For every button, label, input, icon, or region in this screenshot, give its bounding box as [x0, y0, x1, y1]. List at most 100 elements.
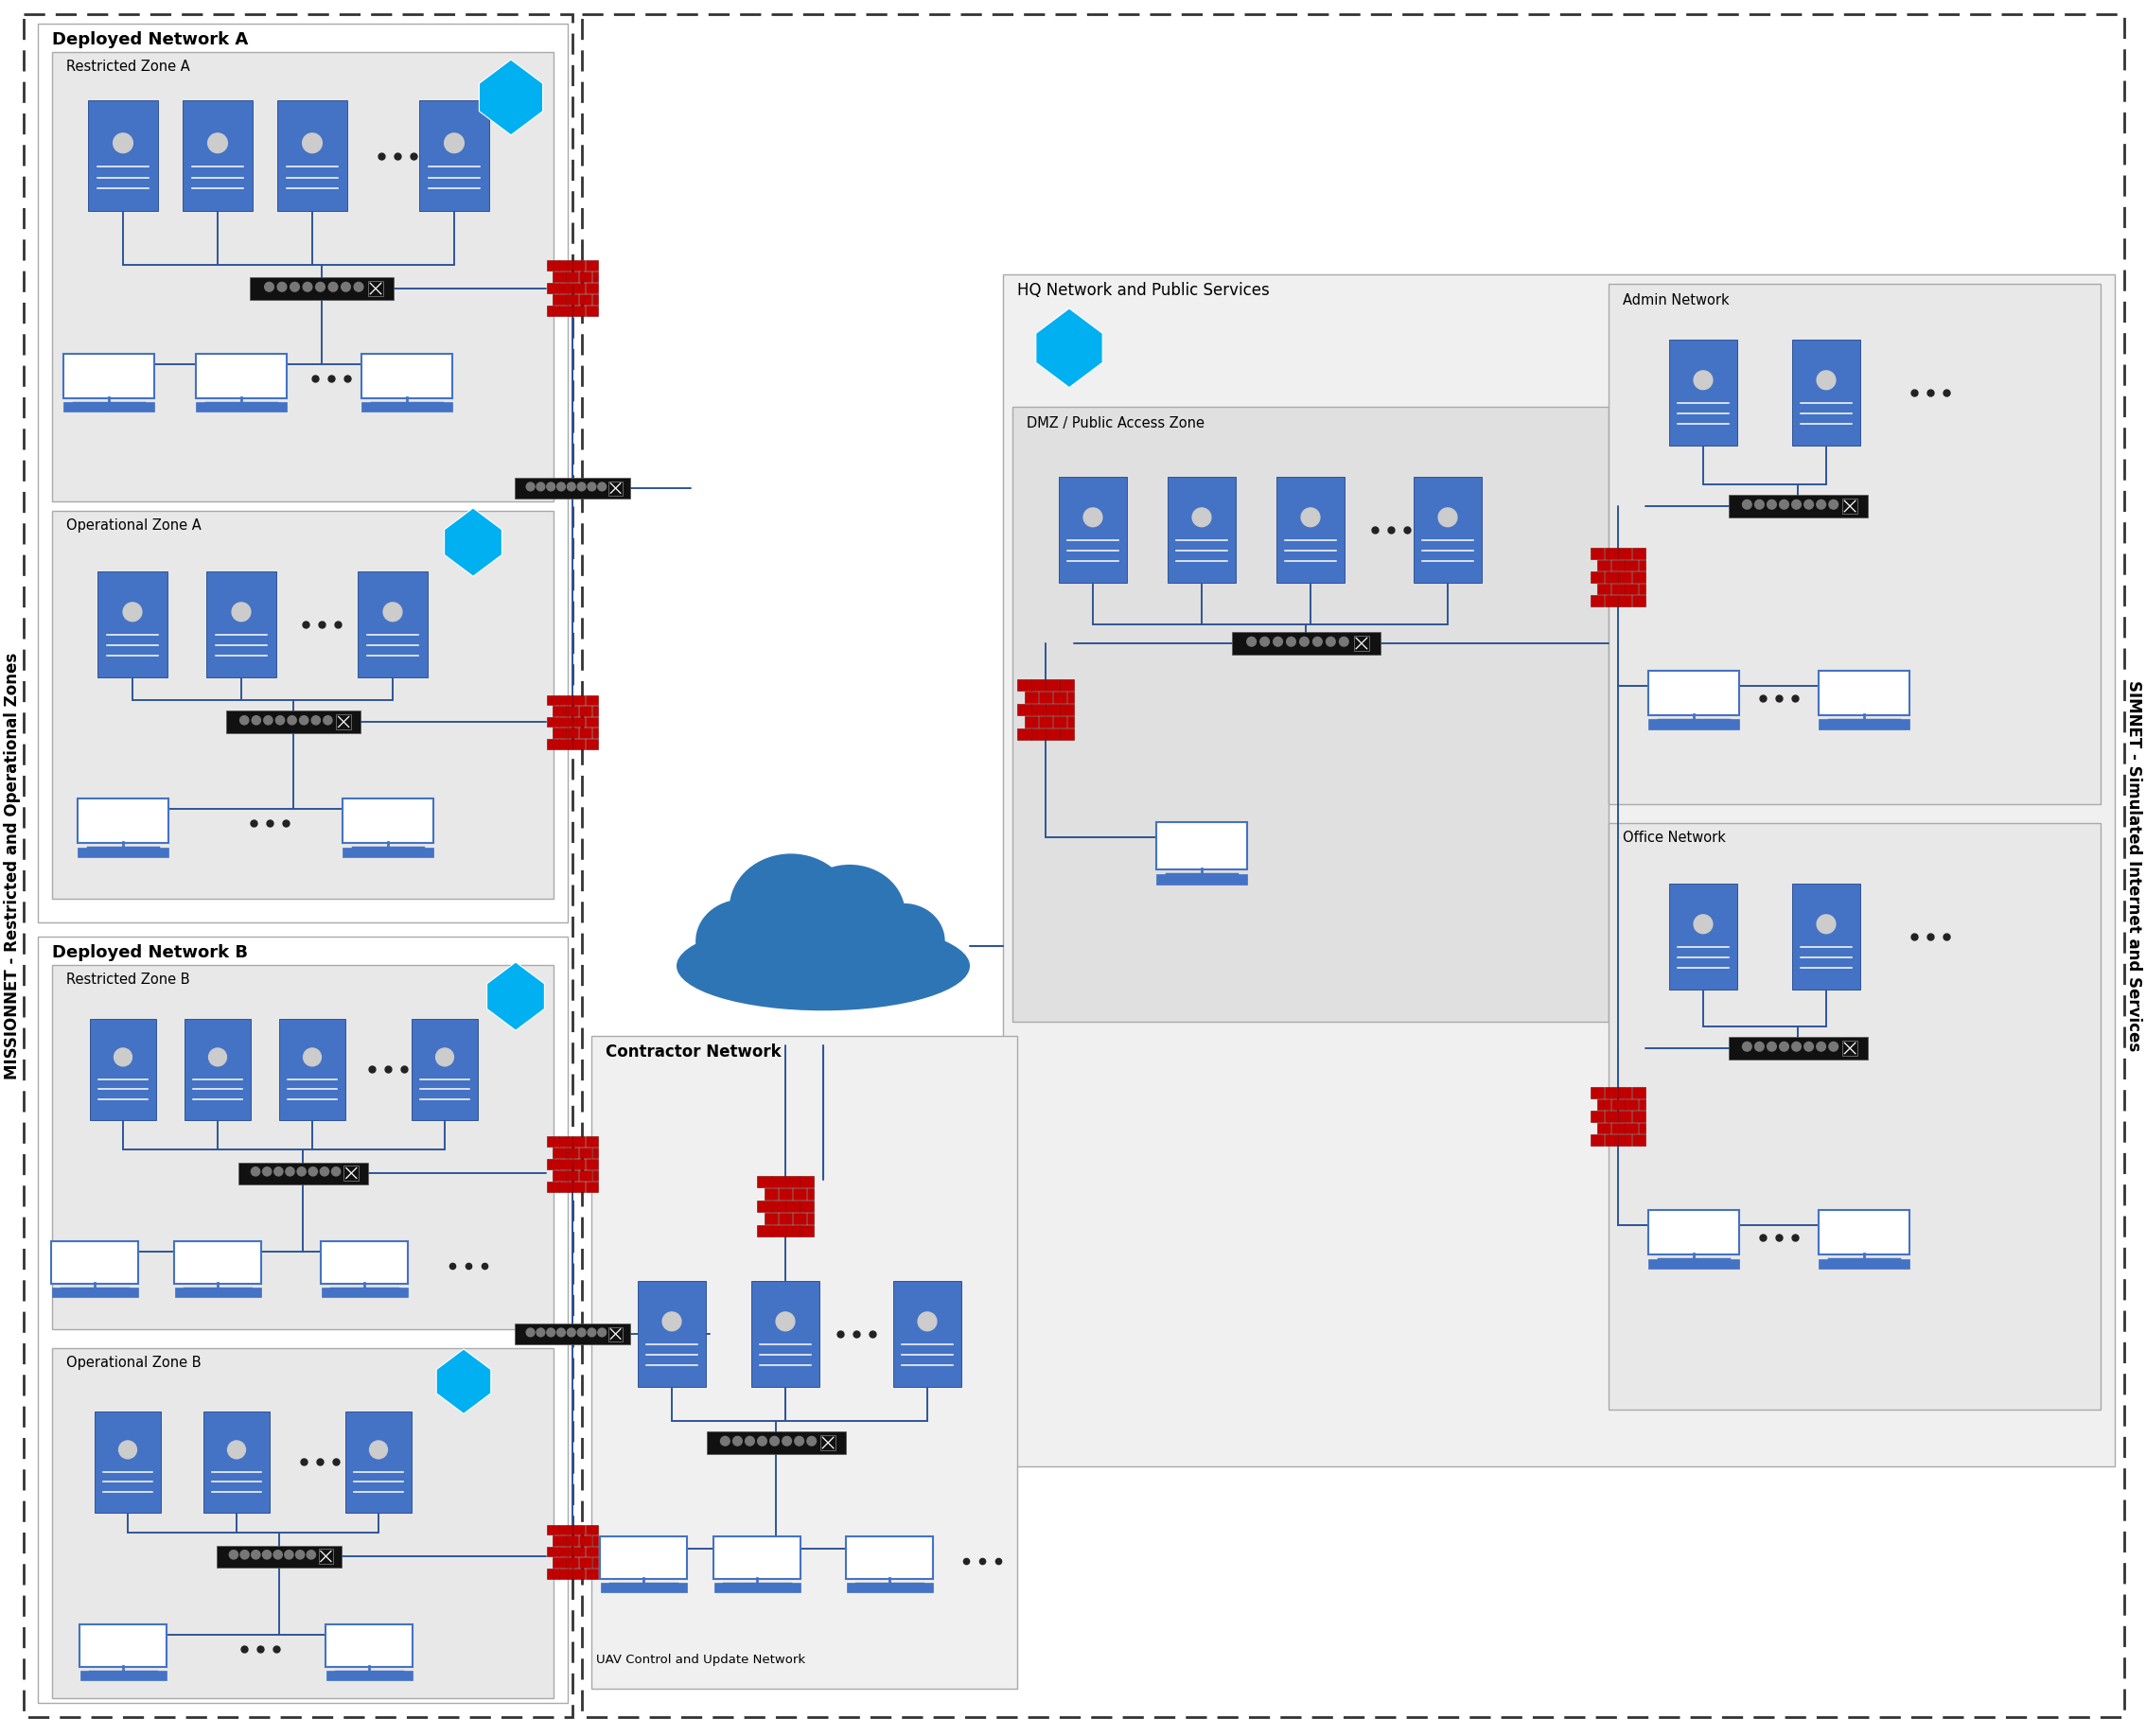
- Bar: [560, 1524, 573, 1535]
- Bar: [579, 1536, 592, 1545]
- Circle shape: [1766, 500, 1777, 509]
- FancyBboxPatch shape: [182, 101, 253, 212]
- Bar: [586, 717, 599, 727]
- Bar: [800, 1175, 813, 1187]
- FancyBboxPatch shape: [1058, 477, 1127, 583]
- Bar: [560, 260, 573, 271]
- FancyBboxPatch shape: [893, 1281, 961, 1387]
- Circle shape: [536, 483, 545, 491]
- Bar: [1039, 717, 1052, 727]
- Bar: [1640, 583, 1646, 594]
- Bar: [560, 1135, 573, 1146]
- Circle shape: [1792, 500, 1800, 509]
- Bar: [567, 1147, 579, 1158]
- Bar: [758, 1175, 770, 1187]
- Circle shape: [1818, 372, 1835, 389]
- Bar: [586, 306, 599, 316]
- FancyBboxPatch shape: [343, 847, 433, 856]
- Bar: [1067, 691, 1073, 703]
- FancyBboxPatch shape: [97, 571, 167, 677]
- Circle shape: [663, 1312, 680, 1332]
- Bar: [1640, 1099, 1646, 1109]
- FancyBboxPatch shape: [52, 1241, 137, 1285]
- Bar: [343, 1165, 358, 1180]
- Bar: [573, 1180, 586, 1191]
- Text: Operational Zone A: Operational Zone A: [67, 519, 202, 533]
- Bar: [547, 1158, 558, 1168]
- Circle shape: [122, 602, 142, 621]
- Circle shape: [536, 1328, 545, 1337]
- FancyBboxPatch shape: [195, 403, 285, 411]
- Polygon shape: [479, 59, 543, 135]
- Bar: [560, 1180, 573, 1191]
- Circle shape: [296, 1167, 307, 1175]
- Bar: [1060, 703, 1073, 715]
- FancyBboxPatch shape: [52, 1288, 137, 1297]
- Bar: [573, 694, 586, 705]
- Bar: [560, 1547, 573, 1557]
- FancyBboxPatch shape: [79, 1672, 165, 1680]
- Bar: [1625, 1099, 1637, 1109]
- Bar: [52, 1349, 554, 1698]
- Bar: [770, 1201, 785, 1212]
- Circle shape: [320, 1167, 328, 1175]
- Polygon shape: [1037, 309, 1103, 387]
- Circle shape: [547, 1328, 556, 1337]
- Bar: [1590, 1087, 1603, 1097]
- Bar: [547, 306, 558, 316]
- Bar: [560, 694, 573, 705]
- Circle shape: [251, 1550, 260, 1559]
- FancyBboxPatch shape: [1792, 884, 1861, 990]
- Bar: [337, 715, 352, 729]
- Bar: [1631, 1135, 1646, 1146]
- FancyBboxPatch shape: [249, 278, 393, 300]
- Text: HQ Network and Public Services: HQ Network and Public Services: [1017, 281, 1270, 299]
- Bar: [592, 1036, 1017, 1689]
- Bar: [547, 1524, 558, 1535]
- FancyBboxPatch shape: [712, 1536, 800, 1580]
- Bar: [1605, 1087, 1618, 1097]
- FancyBboxPatch shape: [1818, 670, 1910, 715]
- Circle shape: [721, 1436, 730, 1446]
- Bar: [785, 1175, 798, 1187]
- Bar: [1618, 595, 1631, 606]
- FancyBboxPatch shape: [94, 1411, 161, 1512]
- FancyBboxPatch shape: [64, 403, 155, 411]
- Bar: [579, 1147, 592, 1158]
- Bar: [779, 1187, 792, 1200]
- Circle shape: [208, 134, 227, 153]
- Circle shape: [290, 283, 298, 292]
- Bar: [1841, 1040, 1858, 1055]
- Text: MISSIONNET - Restricted and Operational Zones: MISSIONNET - Restricted and Operational …: [4, 653, 21, 1080]
- Polygon shape: [487, 962, 545, 1031]
- Bar: [1631, 571, 1646, 583]
- Bar: [1612, 559, 1625, 571]
- Circle shape: [285, 1550, 294, 1559]
- Circle shape: [1816, 500, 1826, 509]
- Circle shape: [114, 1049, 131, 1066]
- Circle shape: [1300, 637, 1309, 646]
- Bar: [1067, 717, 1073, 727]
- Bar: [586, 1547, 599, 1557]
- Bar: [52, 510, 554, 899]
- FancyBboxPatch shape: [363, 403, 453, 411]
- Bar: [1597, 583, 1612, 594]
- FancyBboxPatch shape: [346, 1411, 412, 1512]
- Bar: [1045, 729, 1060, 740]
- FancyBboxPatch shape: [225, 712, 361, 733]
- Bar: [586, 1180, 599, 1191]
- Circle shape: [599, 1328, 605, 1337]
- Bar: [318, 1549, 333, 1564]
- FancyBboxPatch shape: [185, 1019, 251, 1120]
- Circle shape: [208, 1049, 227, 1066]
- Circle shape: [1755, 1042, 1764, 1050]
- Circle shape: [309, 1167, 318, 1175]
- Bar: [52, 965, 554, 1330]
- Bar: [586, 1524, 599, 1535]
- Bar: [779, 1213, 792, 1224]
- Bar: [1605, 571, 1618, 583]
- FancyBboxPatch shape: [1157, 823, 1247, 870]
- FancyBboxPatch shape: [361, 354, 453, 398]
- Bar: [770, 1175, 785, 1187]
- FancyBboxPatch shape: [515, 1323, 631, 1344]
